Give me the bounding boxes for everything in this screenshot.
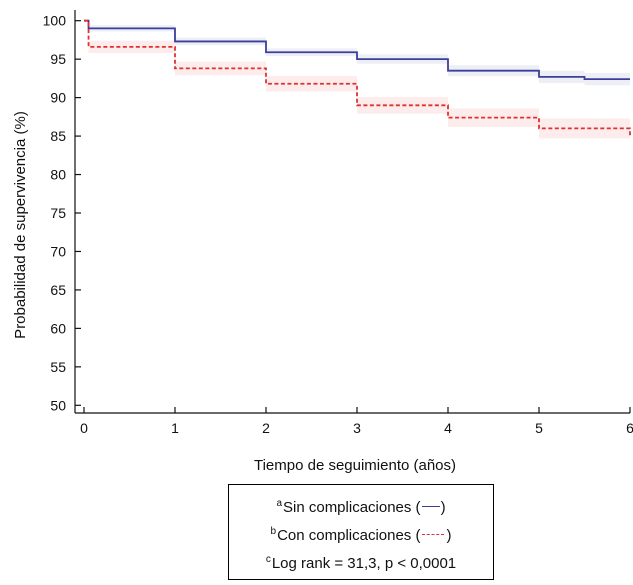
legend-sup-a: a [276, 498, 282, 509]
legend-logrank-text: Log rank = 31,3, p < 0,0001 [271, 555, 457, 572]
ci-band-con [84, 20, 630, 147]
x-axis-ticks: 0 1 2 3 4 5 6 [80, 407, 633, 436]
legend-row-con: bCon complicaciones () [229, 523, 493, 545]
confidence-bands [84, 20, 630, 147]
y-tick-label: 80 [50, 167, 66, 183]
y-tick-label: 75 [50, 205, 66, 221]
y-tick-label: 50 [50, 397, 66, 413]
y-axis-ticks: 50 55 60 65 70 75 80 85 90 95 100 [43, 13, 81, 413]
y-tick-label: 70 [50, 243, 66, 259]
legend-sup-c: c [265, 554, 271, 565]
legend-label-con: Con complicaciones ( [277, 527, 421, 544]
y-tick-label: 60 [50, 320, 66, 336]
legend-solid-line-sample [421, 506, 440, 507]
legend-row-sin: aSin complicaciones () [229, 495, 493, 517]
survival-curves [84, 19, 631, 137]
y-tick-label: 100 [43, 13, 67, 29]
legend-label-sin: Sin complicaciones ( [283, 499, 421, 516]
x-tick-label: 1 [171, 420, 179, 436]
y-tick-label: 90 [50, 90, 66, 106]
y-axis-title: Probabilidad de supervivencia (%) [12, 111, 29, 339]
x-tick-label: 3 [353, 420, 361, 436]
y-tick-label: 65 [50, 282, 66, 298]
x-tick-label: 4 [444, 420, 452, 436]
y-tick-label: 85 [50, 128, 66, 144]
legend-close-sin: ) [440, 499, 446, 516]
x-tick-label: 0 [80, 420, 88, 436]
survival-curve-con [84, 19, 631, 137]
y-tick-label: 55 [50, 359, 66, 375]
legend-dashed-line-sample [422, 534, 445, 535]
x-tick-label: 5 [535, 420, 543, 436]
survival-curve-sin [84, 19, 630, 81]
x-tick-label: 6 [626, 420, 633, 436]
axes [74, 10, 630, 414]
legend-close-con: ) [446, 527, 452, 544]
legend-sup-b: b [270, 526, 277, 537]
legend-row-logrank: cLog rank = 31,3, p < 0,0001 [229, 551, 493, 573]
x-tick-label: 2 [262, 420, 270, 436]
y-tick-label: 95 [50, 51, 66, 67]
x-axis-title: Tiempo de seguimiento (años) [254, 457, 456, 474]
survival-chart: 50 55 60 65 70 75 80 85 90 95 100 0 1 2 3 4 5 6 Tiempo d… [12, 10, 633, 474]
legend-box: aSin complicaciones () bCon complicacion… [228, 484, 494, 580]
